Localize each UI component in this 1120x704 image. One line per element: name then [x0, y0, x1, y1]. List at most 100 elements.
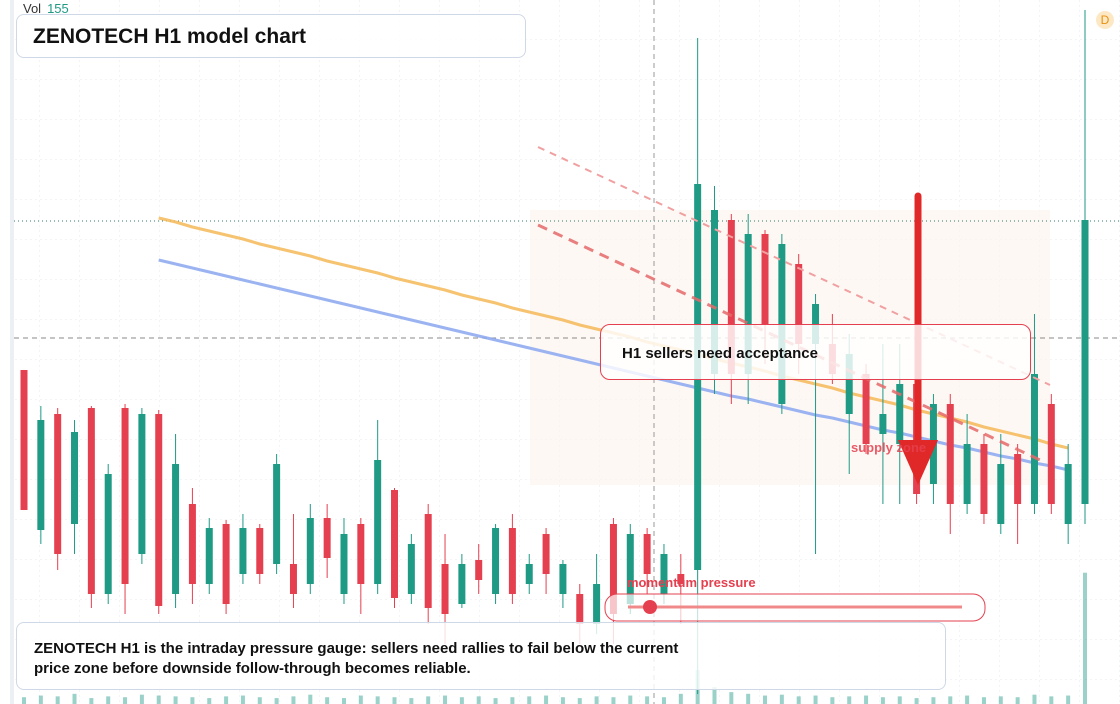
arrow-head [898, 440, 938, 485]
candle-body [71, 432, 79, 524]
candle-body [845, 354, 853, 414]
volume-bar [847, 696, 852, 704]
volume-bar [544, 695, 549, 704]
candle-body [188, 504, 196, 584]
candle-body [710, 210, 718, 374]
candle-body [1014, 454, 1022, 504]
candle-body [458, 564, 466, 604]
volume-bar [965, 695, 970, 704]
candle-body [643, 534, 651, 574]
volume-bar [1083, 572, 1087, 704]
candle-body [475, 560, 483, 580]
volume-bar [409, 698, 414, 704]
candle-body [121, 408, 129, 584]
candle-body [761, 234, 769, 324]
volume-bar [341, 698, 346, 704]
candle-body [239, 528, 247, 574]
volume-bar [796, 696, 801, 704]
candle-body [172, 464, 180, 594]
candle-body [559, 564, 567, 594]
candle-body [222, 524, 230, 604]
volume-bar [224, 696, 229, 704]
volume-bar [257, 697, 262, 704]
volume-bar [510, 697, 515, 704]
volume-value: 155 [47, 1, 69, 16]
volume-bar [106, 696, 111, 704]
candle-body [256, 528, 264, 574]
candle-body [1047, 404, 1055, 504]
volume-bar [123, 697, 128, 704]
candle-body [593, 584, 601, 624]
candle-body [576, 594, 584, 624]
volume-bar [560, 697, 565, 704]
candle-body [980, 444, 988, 514]
gauge-label: momentum pressure [627, 575, 756, 590]
volume-bar [1015, 697, 1020, 704]
volume-bar [998, 696, 1003, 704]
candle-body [492, 528, 500, 594]
volume-bar [1066, 695, 1071, 704]
volume-bar [712, 687, 717, 704]
candle-body [54, 414, 62, 554]
volume-bar [611, 697, 616, 704]
candle-body [407, 544, 415, 594]
volume-bar [156, 695, 161, 704]
volume-bar [55, 696, 60, 704]
volume-bar [38, 695, 43, 704]
candle-body [138, 414, 146, 554]
volume-bar [240, 695, 245, 704]
volume-readout: Vol 155 [23, 1, 69, 16]
title-panel: ZENOTECH H1 model chart [16, 14, 526, 58]
candle-body [609, 524, 617, 614]
volume-bar [678, 693, 683, 704]
volume-bar [291, 696, 296, 704]
candle-body [525, 564, 533, 584]
volume-bar [729, 692, 734, 704]
volume-bar [139, 694, 144, 704]
candle-body [155, 414, 163, 606]
volume-bar [645, 696, 650, 704]
candle-body [104, 474, 112, 594]
zone-label: supply zone [851, 440, 927, 455]
candle-body [20, 370, 28, 510]
volume-bar [931, 697, 936, 704]
candle-body [795, 264, 803, 344]
candle-body [357, 524, 365, 584]
candle-body [879, 414, 887, 434]
candle-body [205, 528, 213, 584]
badge[interactable]: D [1096, 11, 1114, 29]
candle-body [626, 534, 634, 604]
volume-bar [1049, 696, 1054, 704]
volume-bar [476, 696, 481, 704]
candle-body [862, 374, 870, 444]
volume-bar [493, 698, 498, 704]
volume-bar [207, 698, 212, 704]
candle-body [1030, 374, 1038, 504]
volume-bar [308, 694, 313, 704]
candle-body [87, 408, 95, 594]
volume-bar [880, 697, 885, 704]
candle-body [508, 528, 516, 594]
candle-body [997, 464, 1005, 524]
volume-bar [779, 694, 784, 704]
volume-bar [72, 693, 77, 704]
candle-body [896, 384, 904, 444]
callout-text: H1 sellers need acceptance [622, 345, 818, 362]
volume-bar [830, 697, 835, 704]
candle-body [424, 514, 432, 608]
volume-bar [89, 698, 94, 704]
candle-body [441, 564, 449, 614]
volume-bar [813, 695, 818, 704]
candle-body [391, 490, 399, 598]
candle-body [374, 460, 382, 584]
volume-bar [746, 693, 751, 704]
candle-body [727, 220, 735, 374]
note-panel: ZENOTECH H1 is the intraday pressure gau… [16, 622, 946, 690]
volume-bar [375, 696, 380, 704]
volume-bar [443, 695, 448, 704]
candle-body [289, 564, 297, 594]
candle-body [660, 554, 668, 594]
candle-body [946, 404, 954, 504]
volume-bar [358, 695, 363, 704]
